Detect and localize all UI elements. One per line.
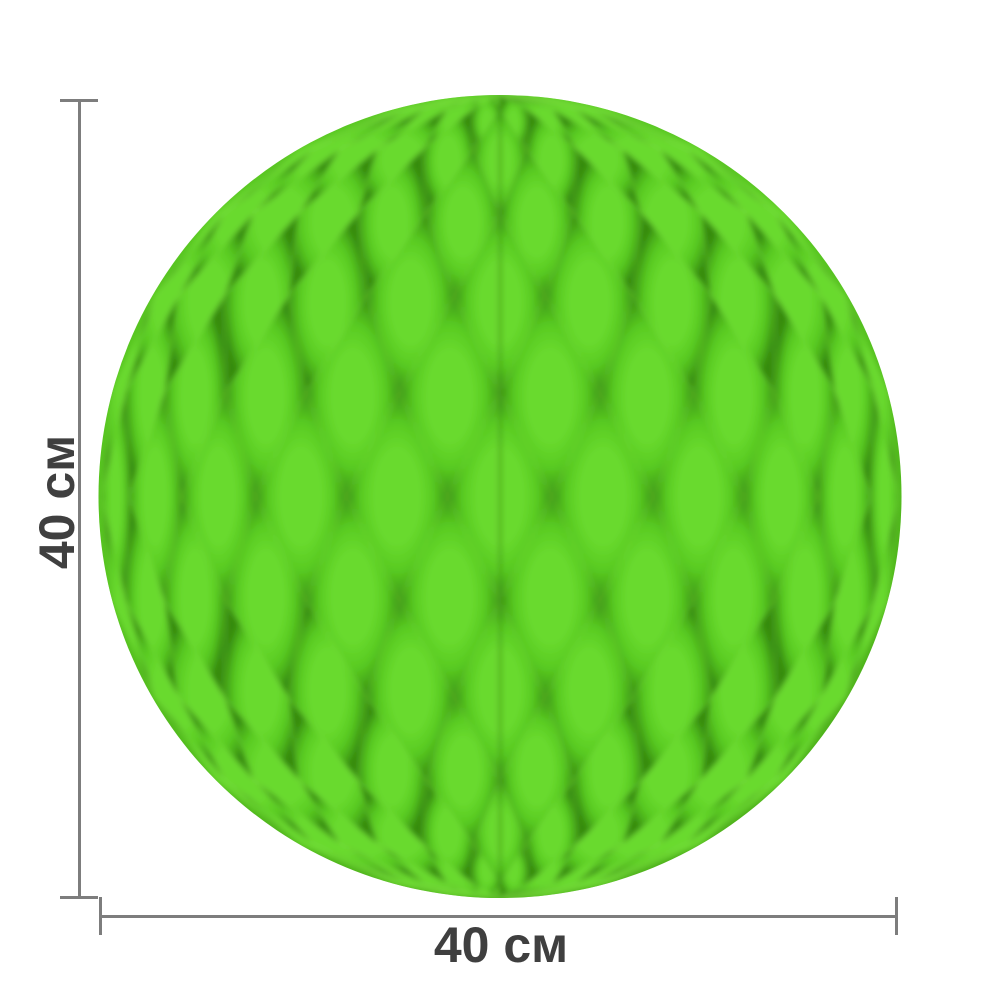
width-dimension-line — [100, 915, 897, 918]
height-dimension-tick-bottom — [60, 896, 98, 899]
height-dimension-line — [78, 100, 81, 898]
height-dimension-label: 40 см — [29, 434, 85, 570]
width-dimension-tick-left — [99, 897, 102, 935]
width-dimension-label: 40 см — [433, 917, 569, 973]
height-dimension-tick-top — [60, 99, 98, 102]
width-dimension-tick-right — [895, 897, 898, 935]
